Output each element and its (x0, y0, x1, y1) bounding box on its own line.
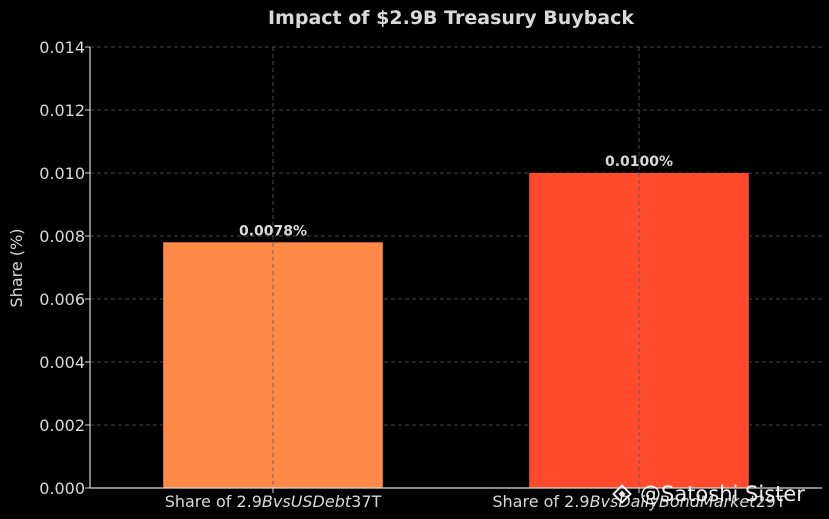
y-tick-label: 0.000 (39, 479, 85, 498)
y-axis-label: Share (%) (7, 229, 26, 308)
y-tick-label: 0.012 (39, 101, 85, 120)
bar-value-label: 0.0078% (239, 223, 307, 239)
binance-logo-icon (612, 484, 632, 504)
x-tick-label: Share of 2.9BvsDailyBondMarket29T (492, 492, 785, 511)
axes-layer: 0.000 0.002 0.004 0.006 0.008 0.010 0.012 0.014… (39, 38, 822, 511)
y-tick-label: 0.006 (39, 290, 85, 309)
y-tick-label: 0.014 (39, 38, 85, 57)
y-tick-label: 0.002 (39, 416, 85, 435)
bars-layer (163, 173, 749, 488)
x-tick-label: Share of 2.9BvsUSDebt37T (165, 492, 382, 511)
vertical-grid-layer (272, 47, 640, 488)
watermark-text: @Satoshi Sister (640, 482, 805, 506)
y-tick-label: 0.008 (39, 227, 85, 246)
watermark: @Satoshi Sister (610, 478, 805, 510)
bar-value-label: 0.0100% (605, 154, 673, 170)
chart-title: Impact of $2.9B Treasury Buyback (268, 7, 634, 29)
y-tick-label: 0.004 (39, 353, 85, 372)
y-tick-label: 0.010 (39, 164, 85, 183)
